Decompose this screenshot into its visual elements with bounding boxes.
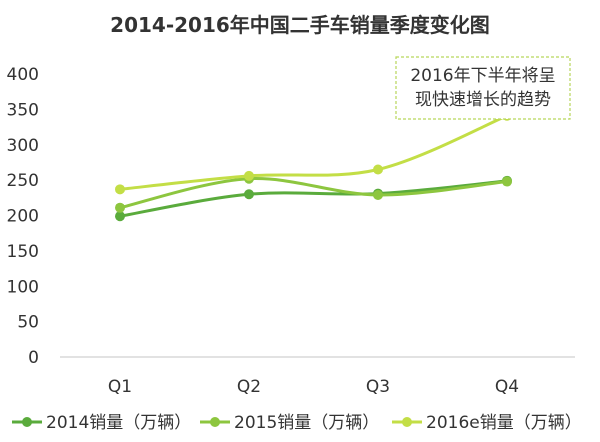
legend-label: 2015销量（万辆） bbox=[234, 413, 379, 433]
y-tick-label: 50 bbox=[17, 313, 39, 333]
y-axis-ticks: 0 50 100 150 200 250 300 350 400 bbox=[7, 65, 39, 368]
series-layer bbox=[115, 110, 512, 222]
x-tick-label: Q1 bbox=[108, 377, 132, 397]
data-point-series-3 bbox=[373, 164, 383, 175]
x-tick-label: Q3 bbox=[366, 377, 390, 397]
y-tick-label: 0 bbox=[28, 348, 39, 368]
legend-swatch-marker bbox=[210, 417, 220, 427]
chart-title: 2014-2016年中国二手车销量季度变化图 bbox=[110, 13, 490, 37]
data-point-series-2 bbox=[115, 202, 125, 213]
y-tick-label: 100 bbox=[7, 277, 39, 297]
y-tick-label: 250 bbox=[7, 171, 39, 191]
x-axis-ticks: Q1 Q2 Q3 Q4 bbox=[108, 377, 519, 397]
y-tick-label: 300 bbox=[7, 136, 39, 156]
annotation-box bbox=[395, 56, 571, 120]
legend: 2014销量（万辆） 2015销量（万辆） 2016e销量（万辆） bbox=[12, 413, 582, 433]
data-point-series-2 bbox=[373, 189, 383, 200]
y-tick-label: 150 bbox=[7, 242, 39, 262]
annotation-line-2: 现快速增长的趋势 bbox=[415, 90, 551, 110]
data-point-series-2 bbox=[502, 176, 512, 187]
data-point-series-1 bbox=[115, 211, 125, 222]
y-tick-label: 400 bbox=[7, 65, 39, 85]
legend-swatch-marker bbox=[402, 417, 412, 427]
x-tick-label: Q2 bbox=[237, 377, 261, 397]
legend-swatch-marker bbox=[22, 417, 32, 427]
y-tick-label: 350 bbox=[7, 100, 39, 120]
series-line-2 bbox=[119, 177, 508, 210]
annotation: 2016年下半年将呈 现快速增长的趋势 bbox=[395, 56, 571, 120]
y-tick-label: 200 bbox=[7, 207, 39, 227]
series-line-3 bbox=[119, 114, 508, 191]
series-line-1 bbox=[119, 179, 508, 218]
data-point-series-1 bbox=[244, 189, 254, 200]
data-point-series-3 bbox=[244, 170, 254, 181]
annotation-line-1: 2016年下半年将呈 bbox=[410, 66, 555, 86]
x-tick-label: Q4 bbox=[495, 377, 519, 397]
data-point-series-3 bbox=[115, 184, 125, 195]
legend-label: 2014销量（万辆） bbox=[46, 413, 191, 433]
legend-label: 2016e销量（万辆） bbox=[426, 413, 582, 433]
